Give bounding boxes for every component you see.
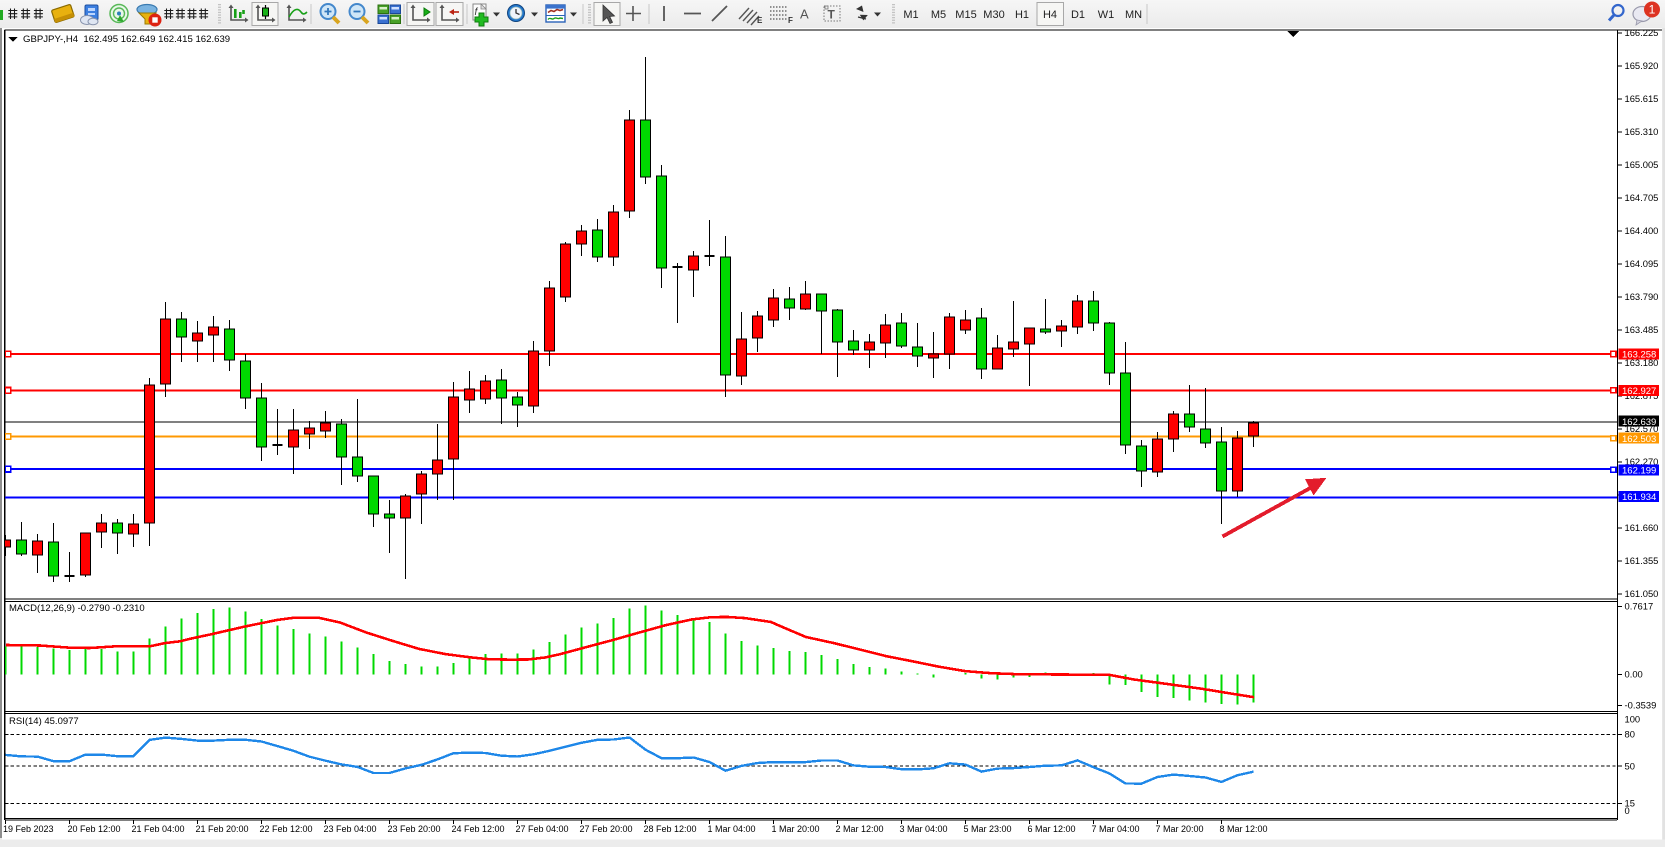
svg-text:D1: D1 xyxy=(1071,9,1085,21)
svg-text:MN: MN xyxy=(1125,9,1142,21)
svg-text:1 Mar 20:00: 1 Mar 20:00 xyxy=(772,824,820,834)
svg-text:0.7617: 0.7617 xyxy=(1625,601,1654,612)
svg-text:100: 100 xyxy=(1625,714,1641,725)
svg-text:162.503: 162.503 xyxy=(1622,434,1656,445)
svg-text:165.005: 165.005 xyxy=(1625,159,1659,170)
svg-text:21 Feb 20:00: 21 Feb 20:00 xyxy=(196,824,249,834)
svg-text:W1: W1 xyxy=(1098,9,1115,21)
svg-text:M15: M15 xyxy=(955,9,976,21)
svg-text:164.400: 164.400 xyxy=(1625,225,1659,236)
svg-text:0.00: 0.00 xyxy=(1625,669,1643,680)
svg-text:23 Feb 20:00: 23 Feb 20:00 xyxy=(388,824,441,834)
svg-text:163.790: 163.790 xyxy=(1625,291,1659,302)
svg-text:-0.3539: -0.3539 xyxy=(1625,700,1657,711)
svg-text:161.934: 161.934 xyxy=(1622,492,1656,503)
svg-text:7 Mar 20:00: 7 Mar 20:00 xyxy=(1156,824,1204,834)
svg-text:RSI(14) 45.0977: RSI(14) 45.0977 xyxy=(9,716,79,727)
svg-text:163.485: 163.485 xyxy=(1625,324,1659,335)
svg-text:166.225: 166.225 xyxy=(1625,28,1659,38)
svg-text:E: E xyxy=(757,16,763,25)
svg-text:164.705: 164.705 xyxy=(1625,192,1659,203)
svg-text:2 Mar 12:00: 2 Mar 12:00 xyxy=(836,824,884,834)
svg-text:80: 80 xyxy=(1625,729,1635,740)
svg-text:M1: M1 xyxy=(903,9,918,21)
svg-text:161.660: 161.660 xyxy=(1625,522,1659,533)
svg-text:162.639: 162.639 xyxy=(1622,417,1656,428)
svg-text:M5: M5 xyxy=(931,9,946,21)
svg-text:21 Feb 04:00: 21 Feb 04:00 xyxy=(132,824,185,834)
svg-text:1: 1 xyxy=(1649,3,1656,17)
svg-text:165.615: 165.615 xyxy=(1625,93,1659,104)
svg-text:8 Mar 12:00: 8 Mar 12:00 xyxy=(1220,824,1268,834)
svg-text:161.355: 161.355 xyxy=(1625,555,1659,566)
svg-text:MACD(12,26,9) -0.2790 -0.2310: MACD(12,26,9) -0.2790 -0.2310 xyxy=(9,603,145,614)
svg-text:162.927: 162.927 xyxy=(1622,386,1656,397)
svg-text:6 Mar 12:00: 6 Mar 12:00 xyxy=(1028,824,1076,834)
svg-text:20 Feb 12:00: 20 Feb 12:00 xyxy=(68,824,121,834)
svg-text:5 Mar 23:00: 5 Mar 23:00 xyxy=(964,824,1012,834)
svg-text:A: A xyxy=(800,7,809,22)
svg-text:F: F xyxy=(788,16,793,25)
svg-text:27 Feb 20:00: 27 Feb 20:00 xyxy=(580,824,633,834)
svg-text:27 Feb 04:00: 27 Feb 04:00 xyxy=(516,824,569,834)
svg-text:162.199: 162.199 xyxy=(1622,465,1656,476)
svg-text:3 Mar 04:00: 3 Mar 04:00 xyxy=(900,824,948,834)
svg-text:161.050: 161.050 xyxy=(1625,588,1659,599)
svg-text:23 Feb 04:00: 23 Feb 04:00 xyxy=(324,824,377,834)
svg-text:164.095: 164.095 xyxy=(1625,258,1659,269)
svg-text:28 Feb 12:00: 28 Feb 12:00 xyxy=(644,824,697,834)
svg-text:T: T xyxy=(828,8,836,22)
svg-text:163.258: 163.258 xyxy=(1622,350,1656,361)
svg-text:165.920: 165.920 xyxy=(1625,60,1659,71)
svg-text:7 Mar 04:00: 7 Mar 04:00 xyxy=(1092,824,1140,834)
svg-text:M30: M30 xyxy=(983,9,1004,21)
svg-text:H4: H4 xyxy=(1043,9,1057,21)
svg-text:50: 50 xyxy=(1625,760,1635,771)
svg-text:GBPJPY-,H4 162.495 162.649 16: GBPJPY-,H4 162.495 162.649 162.415 162.6… xyxy=(23,34,230,45)
svg-text:0: 0 xyxy=(1625,805,1630,816)
svg-text:22 Feb 12:00: 22 Feb 12:00 xyxy=(260,824,313,834)
svg-text:1 Mar 04:00: 1 Mar 04:00 xyxy=(708,824,756,834)
svg-text:24 Feb 12:00: 24 Feb 12:00 xyxy=(452,824,505,834)
svg-text:H1: H1 xyxy=(1015,9,1029,21)
svg-text:19 Feb 2023: 19 Feb 2023 xyxy=(3,824,54,834)
svg-text:165.310: 165.310 xyxy=(1625,126,1659,137)
